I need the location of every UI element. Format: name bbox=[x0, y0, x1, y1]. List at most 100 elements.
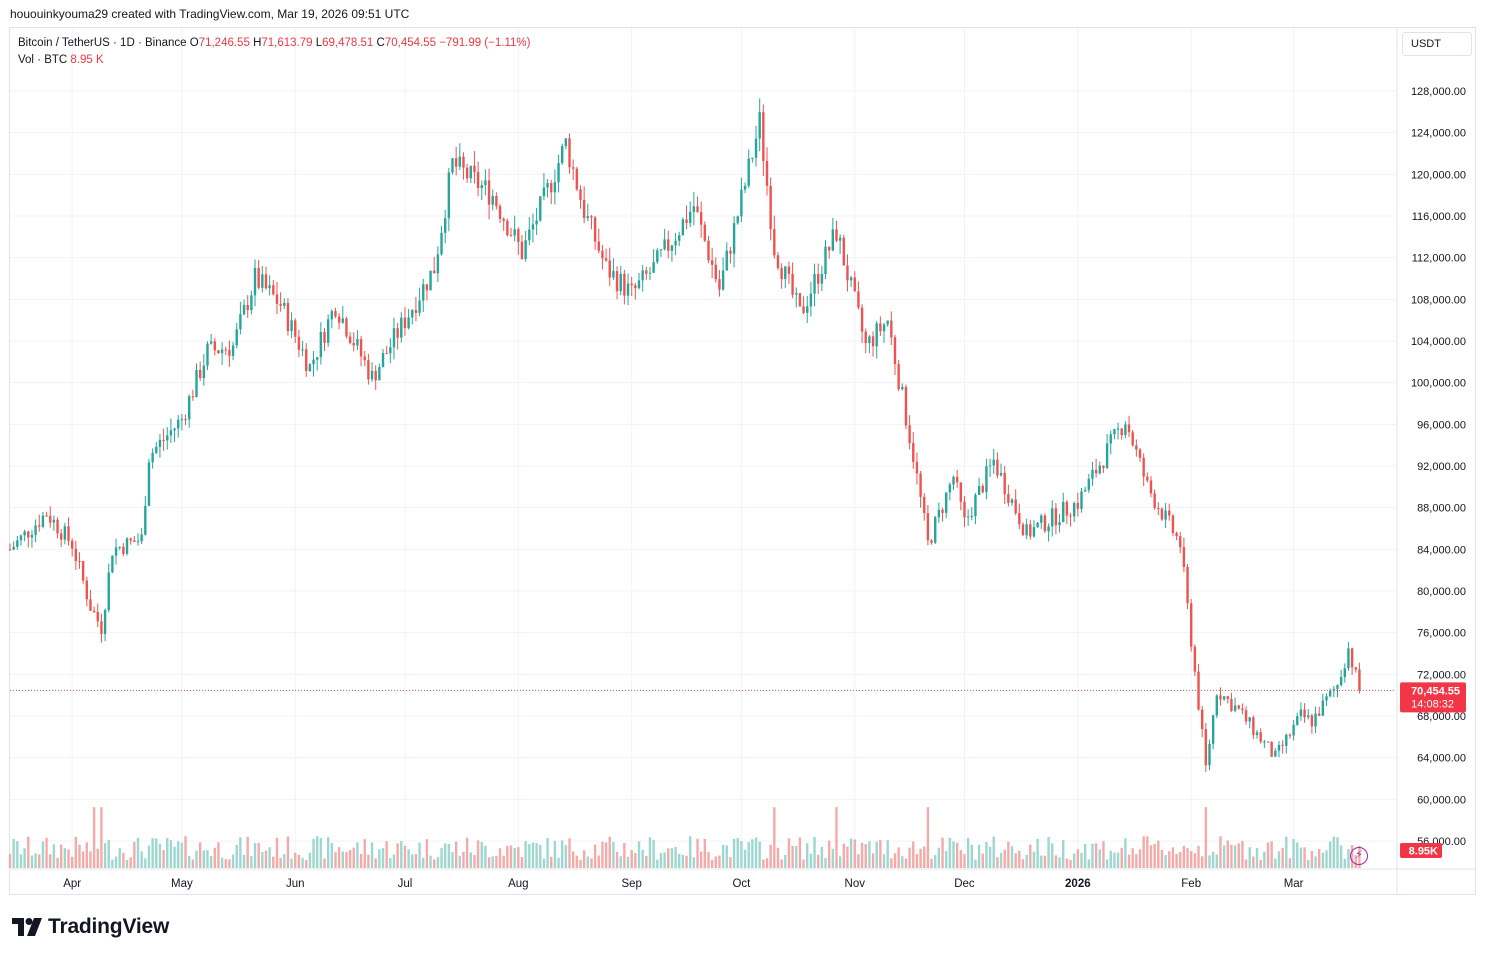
volume-bar bbox=[173, 846, 176, 868]
candle-body bbox=[283, 302, 286, 306]
volume-bar bbox=[831, 848, 835, 868]
candle-body bbox=[714, 264, 717, 280]
volume-bar bbox=[1197, 845, 1200, 868]
volume-bar bbox=[992, 836, 995, 868]
y-tick-label: 96,000.00 bbox=[1417, 419, 1466, 431]
candle-body bbox=[1226, 696, 1229, 700]
candle-body bbox=[56, 519, 59, 534]
candle-body bbox=[1358, 669, 1361, 691]
candle-body bbox=[1281, 744, 1284, 746]
volume-bar bbox=[977, 844, 981, 868]
candle-body bbox=[816, 273, 820, 284]
volume-bar bbox=[56, 857, 59, 868]
candle-body bbox=[1255, 732, 1259, 735]
volume-bar bbox=[1310, 851, 1314, 868]
lightning-icon[interactable]: ⚡ bbox=[1350, 847, 1368, 865]
candle-body bbox=[524, 240, 527, 259]
volume-bar bbox=[912, 841, 915, 868]
volume-bar bbox=[1347, 849, 1350, 868]
candle-body bbox=[571, 167, 575, 169]
candle-body bbox=[879, 323, 882, 332]
volume-bar bbox=[1116, 852, 1120, 868]
candle-body bbox=[590, 216, 593, 218]
candle-body bbox=[593, 217, 597, 242]
candle-body bbox=[1109, 434, 1112, 444]
candle-body bbox=[286, 302, 290, 332]
candle-body bbox=[217, 350, 220, 354]
volume-bar bbox=[539, 844, 542, 868]
candle-body bbox=[396, 328, 399, 338]
volume-bar bbox=[879, 840, 882, 868]
volume-bar bbox=[246, 836, 249, 868]
candle-body bbox=[1043, 515, 1047, 532]
candle-body bbox=[641, 270, 644, 281]
candle-body bbox=[634, 285, 637, 289]
volume-bar bbox=[1230, 844, 1233, 868]
candle-body bbox=[1102, 465, 1105, 468]
candle-body bbox=[403, 317, 407, 329]
volume-bar bbox=[1208, 855, 1211, 868]
volume-bar bbox=[107, 840, 110, 868]
volume-bar bbox=[96, 848, 99, 868]
candle-body bbox=[100, 621, 103, 635]
volume-bar bbox=[462, 851, 465, 868]
volume-bar bbox=[27, 836, 30, 868]
volume-bar bbox=[301, 857, 304, 868]
volume-bar bbox=[765, 858, 769, 868]
volume-bar bbox=[524, 841, 527, 868]
candle-body bbox=[897, 364, 900, 390]
volume-bar bbox=[261, 851, 264, 868]
volume-bar bbox=[403, 845, 407, 868]
candle-body bbox=[177, 419, 180, 429]
candle-body bbox=[846, 265, 849, 281]
y-tick-label: 84,000.00 bbox=[1417, 544, 1466, 556]
candle-body bbox=[619, 273, 622, 292]
volume-bar bbox=[996, 857, 999, 868]
chart-frame bbox=[9, 27, 1476, 895]
volume-label[interactable]: Vol · BTC bbox=[18, 54, 68, 66]
volume-bar bbox=[1292, 839, 1295, 868]
candle-body bbox=[1186, 566, 1189, 604]
volume-bar bbox=[575, 855, 579, 868]
volume-bar bbox=[747, 841, 750, 868]
volume-bar bbox=[19, 854, 23, 868]
volume-bar bbox=[988, 846, 992, 868]
candle-body bbox=[1285, 734, 1288, 746]
candle-body bbox=[908, 425, 911, 444]
volume-bar bbox=[849, 838, 853, 868]
candle-body bbox=[725, 250, 728, 271]
candle-body bbox=[868, 336, 871, 344]
candle-body bbox=[970, 516, 973, 518]
volume-bar bbox=[571, 851, 575, 868]
candle-body bbox=[312, 359, 315, 365]
symbol-title[interactable]: Bitcoin / TetherUS · 1D · Binance bbox=[18, 37, 187, 49]
volume-bar bbox=[122, 852, 125, 868]
chart-attribution: hououinkyouma29 created with TradingView… bbox=[10, 7, 410, 21]
volume-bar bbox=[85, 842, 88, 868]
y-tick-label: 112,000.00 bbox=[1412, 253, 1466, 265]
candle-body bbox=[853, 277, 856, 292]
volume-bar bbox=[1215, 854, 1219, 868]
candle-body bbox=[743, 185, 747, 190]
volume-bar bbox=[1193, 853, 1197, 868]
candle-body bbox=[721, 270, 725, 290]
candle-body bbox=[974, 494, 977, 517]
volume-bar bbox=[1051, 843, 1054, 868]
candle-body bbox=[546, 183, 549, 188]
volume-bar bbox=[400, 841, 403, 868]
currency-button[interactable]: USDT bbox=[1402, 32, 1472, 56]
candle-body bbox=[608, 260, 611, 278]
candle-body bbox=[352, 343, 355, 346]
volume-bar bbox=[1241, 840, 1244, 868]
candle-body bbox=[169, 430, 173, 436]
volume-bar bbox=[16, 841, 19, 868]
candle-body bbox=[67, 526, 70, 541]
volume-bar bbox=[1021, 859, 1025, 868]
volume-bar bbox=[1200, 856, 1204, 868]
volume-bar bbox=[144, 858, 147, 868]
candle-body bbox=[875, 323, 878, 347]
candle-body bbox=[1010, 499, 1014, 503]
candle-body bbox=[1222, 696, 1226, 700]
x-tick-label: Aug bbox=[508, 878, 528, 890]
